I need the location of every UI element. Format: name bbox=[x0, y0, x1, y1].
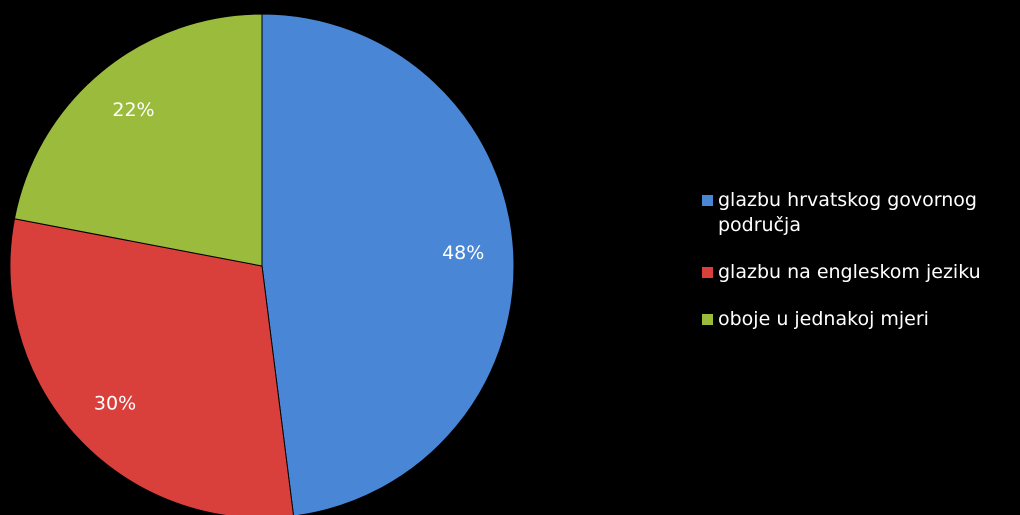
pie-slice bbox=[9, 218, 294, 515]
legend-item: glazbu na engleskom jeziku bbox=[700, 260, 1018, 285]
data-label: 22% bbox=[112, 99, 154, 121]
legend-swatch bbox=[702, 267, 713, 278]
data-label: 30% bbox=[94, 393, 136, 415]
pie-slice bbox=[261, 13, 515, 515]
pie-slice bbox=[13, 13, 263, 267]
legend: glazbu hrvatskog govornog područja glazbu… bbox=[700, 188, 1018, 354]
legend-item: oboje u jednakoj mjeri bbox=[700, 307, 1018, 332]
data-label: 48% bbox=[442, 242, 484, 264]
legend-item: glazbu hrvatskog govornog područja bbox=[700, 188, 1018, 238]
legend-swatch bbox=[702, 314, 713, 325]
legend-label: oboje u jednakoj mjeri bbox=[718, 308, 929, 330]
legend-label: glazbu na engleskom jeziku bbox=[718, 261, 981, 283]
legend-swatch bbox=[702, 195, 713, 206]
legend-label: glazbu hrvatskog govornog područja bbox=[718, 189, 977, 236]
